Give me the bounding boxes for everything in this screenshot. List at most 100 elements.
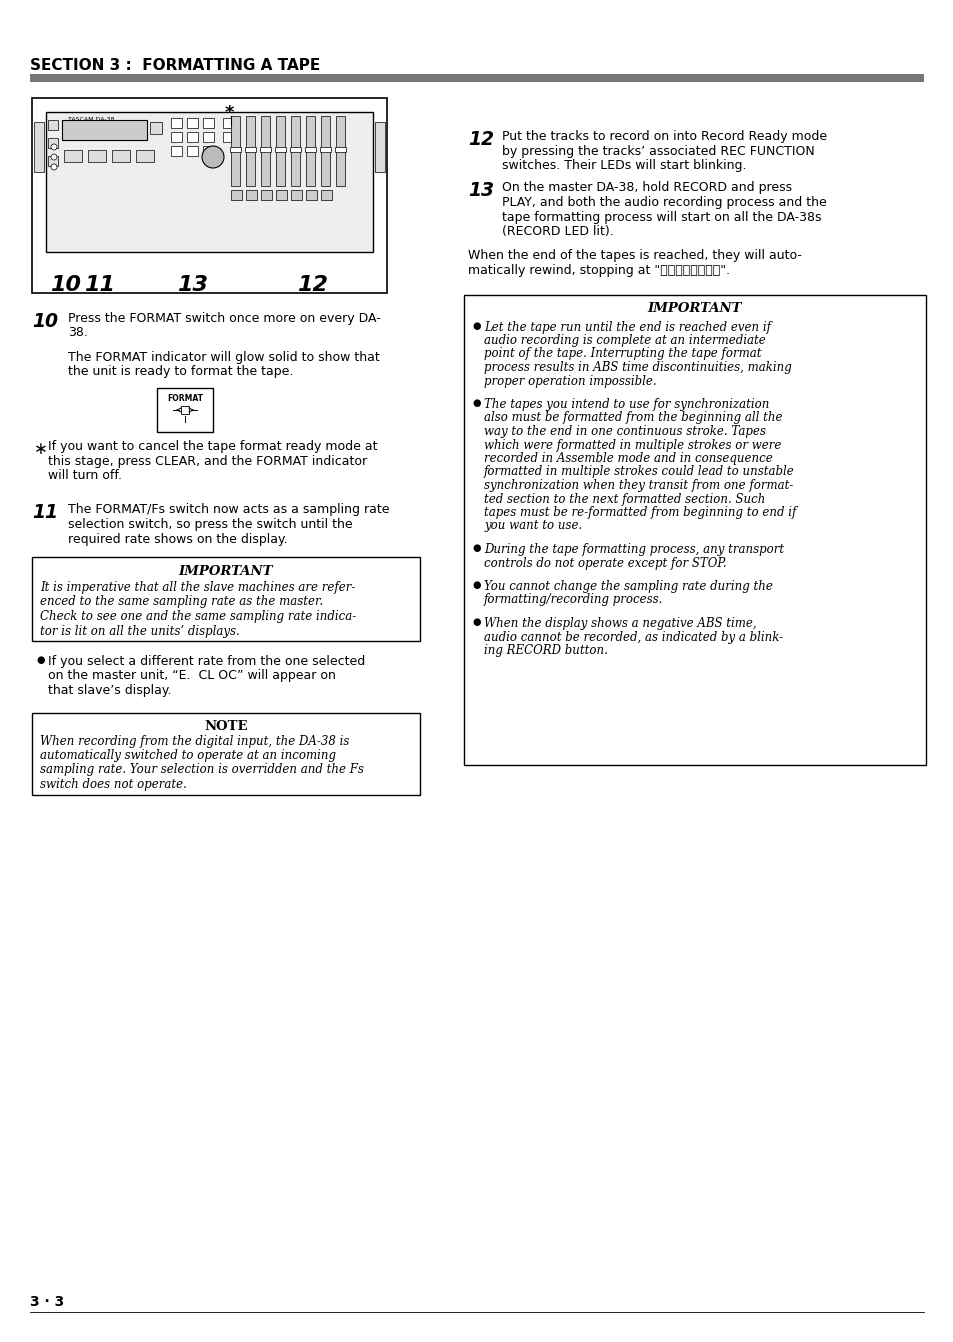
Circle shape [202, 146, 224, 168]
Text: on the master unit, “E.  CL OC” will appear on: on the master unit, “E. CL OC” will appe… [48, 670, 335, 683]
Text: audio recording is complete at an intermediate: audio recording is complete at an interm… [483, 334, 765, 348]
Text: FORMAT: FORMAT [167, 395, 203, 403]
Bar [48, 156, 58, 166]
Text: ●: ● [472, 580, 480, 590]
Text: Let the tape run until the end is reached even if: Let the tape run until the end is reache… [483, 321, 770, 334]
Text: recorded in Assemble mode and in consequence: recorded in Assemble mode and in consequ… [483, 452, 772, 464]
Text: 10: 10 [32, 311, 58, 331]
Text: switch does not operate.: switch does not operate. [40, 778, 187, 790]
Text: NOTE: NOTE [204, 721, 248, 734]
Bar [30, 74, 923, 82]
Text: enced to the same sampling rate as the master.: enced to the same sampling rate as the m… [40, 596, 323, 608]
Bar [306, 115, 314, 187]
Bar [203, 146, 213, 156]
Text: 13: 13 [468, 181, 494, 200]
Bar [290, 148, 301, 152]
Text: that slave’s display.: that slave’s display. [48, 684, 172, 696]
Text: When the end of the tapes is reached, they will auto-: When the end of the tapes is reached, th… [468, 250, 801, 263]
Text: The FORMAT indicator will glow solid to show that: The FORMAT indicator will glow solid to … [68, 352, 379, 364]
Text: The tapes you intend to use for synchronization: The tapes you intend to use for synchron… [483, 399, 768, 411]
Bar [64, 150, 82, 162]
Bar [32, 557, 419, 641]
Bar [171, 132, 182, 142]
Text: required rate shows on the display.: required rate shows on the display. [68, 533, 287, 545]
Text: When recording from the digital input, the DA-38 is: When recording from the digital input, t… [40, 734, 349, 747]
Bar [171, 146, 182, 156]
Text: ●: ● [472, 617, 480, 627]
Bar [34, 122, 44, 172]
Bar [112, 150, 130, 162]
Bar [230, 148, 241, 152]
Text: 10: 10 [50, 275, 81, 295]
Text: SECTION 3 :  FORMATTING A TAPE: SECTION 3 : FORMATTING A TAPE [30, 58, 320, 72]
Bar [261, 191, 272, 200]
Bar [203, 132, 213, 142]
Bar [187, 146, 198, 156]
Text: by pressing the tracks’ associated REC FUNCTION: by pressing the tracks’ associated REC F… [501, 145, 814, 157]
Bar [46, 111, 373, 252]
Text: formatting/recording process.: formatting/recording process. [483, 593, 662, 607]
Text: way to the end in one continuous stroke. Tapes: way to the end in one continuous stroke.… [483, 425, 765, 437]
Bar [223, 132, 231, 142]
Bar [246, 115, 254, 187]
Text: proper operation impossible.: proper operation impossible. [483, 374, 656, 388]
Bar [335, 148, 346, 152]
Text: 12: 12 [296, 275, 328, 295]
Text: ●: ● [472, 321, 480, 330]
Text: ing RECORD button.: ing RECORD button. [483, 644, 607, 658]
Bar [88, 150, 106, 162]
Text: TASCAM DA-38: TASCAM DA-38 [68, 117, 114, 122]
Text: will turn off.: will turn off. [48, 468, 122, 482]
Bar [32, 98, 387, 293]
Text: During the tape formatting process, any transport: During the tape formatting process, any … [483, 544, 783, 556]
Text: You cannot change the sampling rate during the: You cannot change the sampling rate duri… [483, 580, 772, 593]
Text: If you select a different rate from the one selected: If you select a different rate from the … [48, 655, 365, 668]
Bar [231, 191, 242, 200]
Text: you want to use.: you want to use. [483, 519, 581, 533]
Text: ∗: ∗ [34, 440, 48, 458]
Bar [32, 713, 419, 794]
Circle shape [51, 164, 57, 170]
Text: process results in ABS time discontinuities, making: process results in ABS time discontinuit… [483, 361, 791, 374]
Text: point of the tape. Interrupting the tape format: point of the tape. Interrupting the tape… [483, 348, 760, 361]
Text: 12: 12 [468, 130, 494, 149]
Text: PLAY, and both the audio recording process and the: PLAY, and both the audio recording proce… [501, 196, 826, 209]
Bar [246, 191, 256, 200]
Text: 3 · 3: 3 · 3 [30, 1295, 64, 1308]
Text: switches. Their LEDs will start blinking.: switches. Their LEDs will start blinking… [501, 158, 745, 172]
Bar [463, 294, 925, 765]
Text: IMPORTANT: IMPORTANT [647, 302, 741, 315]
Bar [48, 138, 58, 148]
Bar [306, 191, 316, 200]
Text: formatted in multiple strokes could lead to unstable: formatted in multiple strokes could lead… [483, 466, 794, 479]
Bar [62, 119, 147, 140]
Bar [187, 118, 198, 127]
Text: ●: ● [472, 544, 480, 553]
Text: Check to see one and the same sampling rate indica-: Check to see one and the same sampling r… [40, 611, 355, 623]
Text: IMPORTANT: IMPORTANT [178, 565, 273, 578]
Bar [223, 118, 231, 127]
Text: selection switch, so press the switch until the: selection switch, so press the switch un… [68, 518, 353, 531]
Bar [187, 132, 198, 142]
Text: 13: 13 [177, 275, 208, 295]
Bar [275, 115, 285, 187]
Text: controls do not operate except for STOP.: controls do not operate except for STOP. [483, 557, 726, 569]
Bar [375, 122, 385, 172]
Text: which were formatted in multiple strokes or were: which were formatted in multiple strokes… [483, 439, 781, 451]
Text: audio cannot be recorded, as indicated by a blink-: audio cannot be recorded, as indicated b… [483, 631, 782, 644]
Bar [157, 388, 213, 432]
Text: It is imperative that all the slave machines are refer-: It is imperative that all the slave mach… [40, 581, 355, 595]
Text: matically rewind, stopping at "        ".: matically rewind, stopping at "        "… [468, 264, 729, 276]
Bar [320, 191, 332, 200]
Text: automatically switched to operate at an incoming: automatically switched to operate at an … [40, 749, 335, 762]
Text: this stage, press CLEAR, and the FORMAT indicator: this stage, press CLEAR, and the FORMAT … [48, 455, 367, 467]
Text: tapes must be re-formatted from beginning to end if: tapes must be re-formatted from beginnin… [483, 506, 796, 519]
Text: On the master DA-38, hold RECORD and press: On the master DA-38, hold RECORD and pre… [501, 181, 791, 195]
Text: also must be formatted from the beginning all the: also must be formatted from the beginnin… [483, 412, 781, 424]
Bar [261, 115, 270, 187]
Bar [171, 118, 182, 127]
Text: sampling rate. Your selection is overridden and the Fs: sampling rate. Your selection is overrid… [40, 764, 363, 777]
Bar [291, 115, 299, 187]
Text: tape formatting process will start on all the DA-38s: tape formatting process will start on al… [501, 211, 821, 224]
Text: 11: 11 [84, 275, 115, 295]
